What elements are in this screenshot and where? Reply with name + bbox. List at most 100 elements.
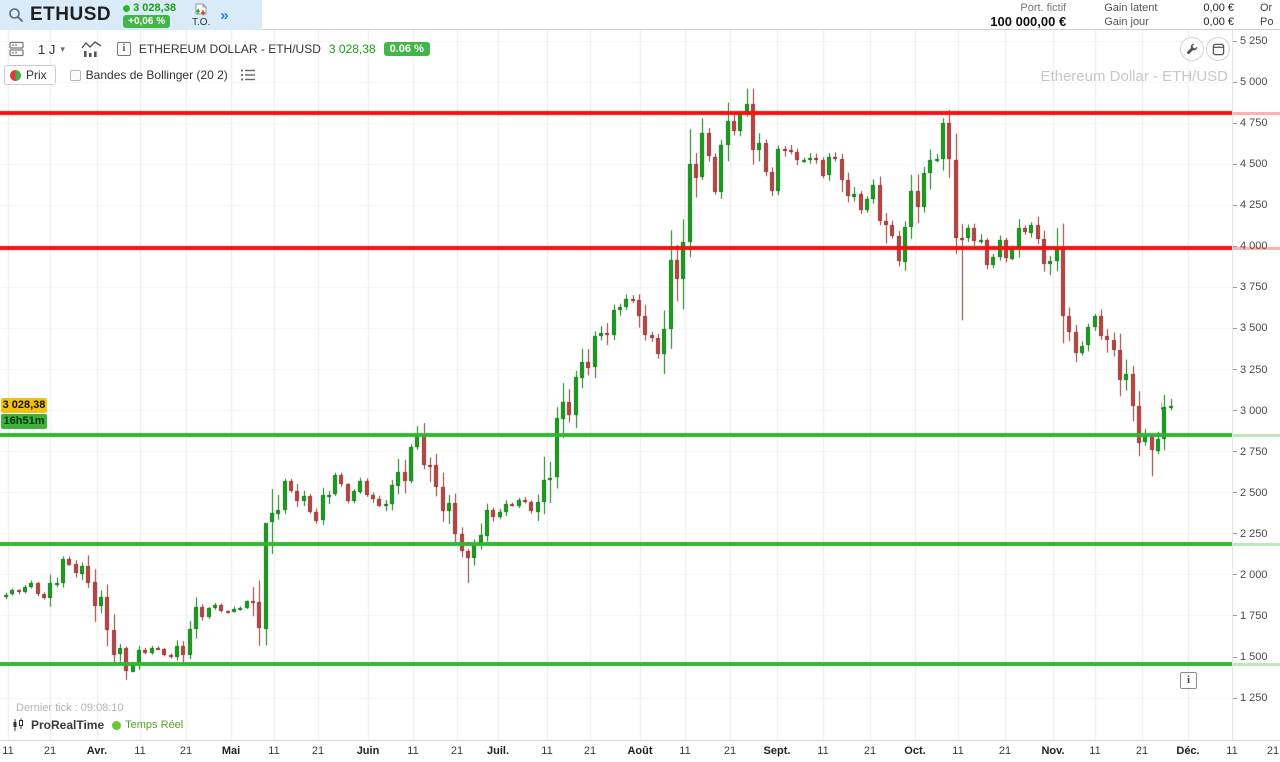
y-axis-label: 1 750 (1240, 609, 1268, 622)
last-price-axis-label: 3 028,38 (1, 397, 47, 413)
price-axis[interactable]: 5 250 5 000 4 750 4 500 4 250 4 000 3 750 3 500… (1232, 30, 1280, 740)
axis-hline-extension (1233, 434, 1280, 438)
brand-name: ProRealTime (31, 718, 105, 732)
realtime-dot-icon (112, 720, 122, 730)
x-axis-label: 11 (679, 745, 691, 757)
chart-area: 1 J ▾ i ETHEREUM DOLLAR - ETH/USD 3 028,… (0, 30, 1280, 762)
y-axis-label: 3 750 (1240, 281, 1268, 294)
x-axis-label: Avr. (86, 745, 108, 757)
y-axis-label: 5 250 (1240, 35, 1268, 47)
window-icon (1212, 43, 1224, 55)
realtime-label: Temps Réel (125, 719, 184, 731)
price-series-pill[interactable]: Prix (4, 65, 56, 85)
y-axis-label: 4 500 (1240, 158, 1268, 171)
bollinger-checkbox[interactable] (69, 69, 81, 81)
y-axis-label: 4 750 (1240, 117, 1268, 130)
gain-latent-value: 0,00 € (1203, 2, 1234, 14)
x-axis-label: 11 (541, 745, 553, 757)
x-axis-label: 21 (583, 745, 597, 757)
expand-chevron-button[interactable]: » (220, 6, 229, 24)
y-axis-label: 4 000 (1240, 240, 1268, 253)
x-axis-label: Mai (221, 745, 241, 757)
window-layout-button[interactable] (1206, 37, 1230, 61)
x-axis-label: 21 (723, 745, 737, 757)
x-axis-label: 11 (134, 745, 146, 757)
x-axis-label: 11 (1226, 745, 1238, 757)
y-axis-tick (1233, 533, 1237, 534)
y-axis-tick (1233, 574, 1237, 575)
y-axis-tick (1233, 287, 1237, 288)
chevron-down-icon: ▾ (60, 43, 65, 54)
x-axis-label: 11 (2, 745, 14, 757)
chart-info-button[interactable]: i (1180, 672, 1197, 689)
search-icon (9, 8, 24, 23)
header-change-badge: +0,06 % (123, 15, 171, 28)
candle-countdown-label: 16h51m (1, 413, 47, 429)
portfolio-label: Port. fictif (1020, 2, 1067, 14)
symbol-input[interactable]: ETHUSD (30, 4, 112, 25)
y-axis-label: 3 250 (1240, 363, 1268, 376)
y-axis-label: 2 500 (1240, 486, 1268, 499)
x-axis-label: 21 (43, 745, 57, 757)
x-axis-label: 21 (863, 745, 877, 757)
axis-hline-extension (1233, 542, 1280, 546)
y-axis-tick (1233, 410, 1237, 411)
indicator-list-icon[interactable] (240, 68, 256, 82)
x-axis-label: Déc. (1176, 745, 1200, 757)
y-axis-label: 1 250 (1240, 692, 1268, 705)
order-ticket-icon (195, 3, 207, 16)
x-axis-label: 21 (1135, 745, 1149, 757)
portfolio-summary: Port. fictif 100 000,00 € Gain latent Ga… (990, 0, 1280, 30)
y-axis-tick (1233, 657, 1237, 658)
x-axis-label: 11 (1089, 745, 1101, 757)
x-axis-label: 21 (1266, 745, 1280, 757)
header-price-block: 3 028,38 +0,06 % (123, 2, 176, 28)
y-axis-label: 2 750 (1240, 445, 1268, 458)
y-axis-tick (1233, 492, 1237, 493)
header-last-price: 3 028,38 (133, 2, 176, 14)
instrument-search-panel[interactable]: ETHUSD 3 028,38 +0,06 % T.O. » (0, 0, 262, 30)
chart-settings-button[interactable] (1180, 37, 1204, 61)
price-chart-canvas[interactable] (0, 30, 1232, 740)
y-axis-tick (1233, 164, 1237, 165)
x-axis-label: Juin (356, 745, 380, 757)
bollinger-label[interactable]: Bandes de Bollinger (20 2) (85, 68, 228, 82)
timeframe-value: 1 J (38, 41, 56, 57)
x-axis-label: 21 (450, 745, 464, 757)
chart-menu-icon[interactable] (8, 40, 26, 58)
y-axis-label: 5 000 (1240, 76, 1268, 89)
last-candle-arrow-icon: ↓ (1159, 398, 1165, 412)
y-axis-tick (1233, 451, 1237, 452)
x-axis-label: 21 (998, 745, 1012, 757)
y-axis-label: 3 500 (1240, 322, 1268, 335)
timeframe-select[interactable]: 1 J ▾ (38, 42, 65, 57)
y-axis-tick (1233, 123, 1237, 124)
instrument-info-icon[interactable]: i (116, 42, 131, 56)
gain-jour-label: Gain jour (1104, 16, 1149, 28)
x-axis-label: 11 (952, 745, 964, 757)
axis-hline-extension (1233, 662, 1280, 666)
top-header: ETHUSD 3 028,38 +0,06 % T.O. » Port. fic… (0, 0, 1280, 30)
x-axis-label: Juil. (486, 745, 510, 757)
x-axis-label: Oct. (904, 745, 926, 757)
x-axis-label: 21 (179, 745, 193, 757)
to-button-label: T.O. (191, 16, 211, 28)
brand-row: ProRealTime Temps Réel (12, 718, 183, 732)
y-axis-tick (1233, 698, 1237, 699)
chart-change-badge: 0.06 % (383, 42, 430, 56)
x-axis-label: Sept. (763, 745, 791, 757)
wrench-icon (1187, 43, 1198, 55)
y-axis-label: 4 250 (1240, 199, 1268, 212)
y-axis-tick (1233, 246, 1237, 247)
candle-colors-icon (10, 69, 21, 81)
chart-style-icon[interactable] (81, 40, 103, 58)
gain-latent-label: Gain latent (1104, 2, 1158, 14)
prorealtime-logo-icon (13, 718, 23, 731)
portfolio-value: 100 000,00 € (990, 14, 1067, 29)
y-axis-tick (1233, 328, 1237, 329)
trading-orders-button[interactable]: T.O. (192, 3, 210, 28)
indicator-row: Prix Bandes de Bollinger (20 2) (0, 64, 256, 86)
x-axis-label: Août (627, 745, 653, 757)
x-axis-label: 11 (407, 745, 419, 757)
time-axis[interactable]: 11 21 Avr. 11 21 Mai 11 21 Juin 11 21 Juil. 11 21 Août… (0, 740, 1280, 762)
